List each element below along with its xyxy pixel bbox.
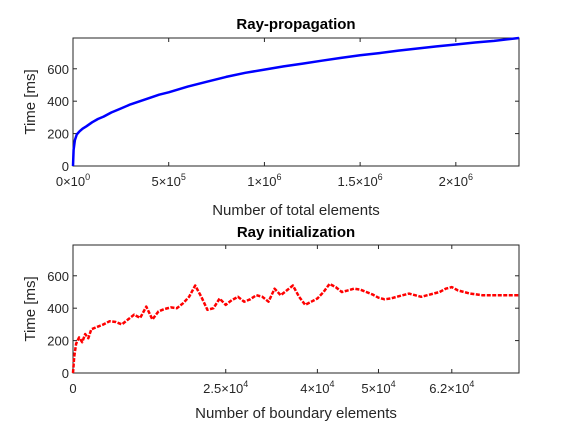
plot-area-bottom: 0 200 400 600 0 2.5×104 4×104 5×104 6.2×104 (47, 244, 520, 396)
x-tick-label: 6.2×104 (429, 379, 474, 396)
chart-title-top: Ray-propagation (236, 16, 355, 33)
x-tick-label: 5×105 (152, 172, 186, 189)
x-tick-label: 0 (69, 381, 76, 396)
x-axis-label-top: Number of total elements (212, 202, 380, 219)
chart-title-bottom: Ray initialization (237, 224, 355, 241)
x-tick-label: 4×104 (300, 379, 334, 396)
y-tick-label: 200 (47, 127, 69, 142)
x-tick-label: 5×104 (361, 379, 395, 396)
top-chart: Ray-propagation Time [ms] Number of tota… (22, 16, 520, 219)
plot-area-top: 0 200 400 600 0×100 5×105 1×106 1.5×106 2×106 (47, 36, 520, 189)
y-axis-label-bottom: Time [ms] (22, 276, 39, 341)
series-line (71, 36, 520, 167)
y-tick-label: 600 (47, 269, 69, 284)
x-axis-label-bottom: Number of boundary elements (195, 405, 397, 422)
x-tick-label: 1.5×106 (338, 172, 383, 189)
axes-frame (72, 244, 520, 374)
y-tick-label: 400 (47, 301, 69, 316)
y-tick-label: 200 (47, 334, 69, 349)
series-line (71, 282, 519, 374)
x-tick-label: 2.5×104 (203, 379, 248, 396)
bottom-chart: Ray initialization Time [ms] Number of b… (22, 224, 520, 422)
x-tick-label: 1×106 (247, 172, 281, 189)
y-axis-label-top: Time [ms] (22, 69, 39, 134)
y-tick-label: 400 (47, 94, 69, 109)
x-tick-label: 0×100 (56, 172, 90, 189)
y-tick-label: 600 (47, 62, 69, 77)
y-tick-label: 0 (62, 159, 69, 174)
x-tick-label: 2×106 (439, 172, 473, 189)
axes-frame (72, 37, 520, 167)
y-tick-label: 0 (62, 366, 69, 381)
